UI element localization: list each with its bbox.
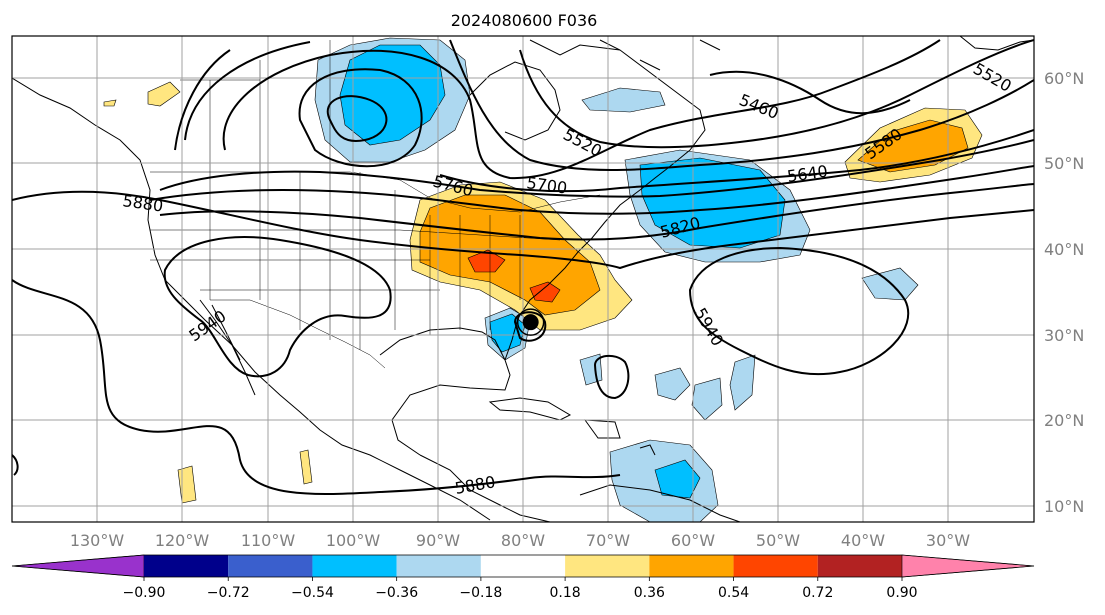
contour-line-5460-ring: [298, 68, 423, 168]
height-contours: [12, 39, 1034, 495]
gridlines: [12, 36, 1034, 522]
contour-line-5700: [159, 139, 1034, 198]
longitude-axis: 130°W 120°W 110°W 100°W 90°W 80°W 70°W 6…: [70, 531, 970, 550]
contour-line-edge-left: [12, 454, 19, 476]
colorbar-tick-label: −0.18: [459, 585, 502, 601]
lat-tick-label: 40°N: [1044, 240, 1084, 259]
contour-line-5820: [159, 183, 1034, 241]
lon-tick-label: 40°W: [841, 531, 885, 550]
colorbar-extend-low: [11, 554, 145, 578]
coastline-arctic-islands: [529, 39, 721, 71]
coastline-central-america: [419, 454, 551, 522]
storm-marker-dot: [522, 314, 539, 331]
colorbar: −0.90 −0.72 −0.54 −0.36 −0.18 0.18 0.36 0.54 0.7…: [11, 554, 1035, 601]
map-frame: [11, 35, 1035, 523]
coastline-canada-east: [599, 39, 706, 169]
colorbar-bin: [312, 555, 397, 577]
map-title: 2024080600 F036: [451, 11, 598, 30]
colorbar-tick-label: 0.90: [886, 585, 917, 601]
shaded-field: [103, 37, 983, 522]
contour-line-low-center: [326, 95, 388, 142]
yellow-patch-eastern-pacific: [177, 449, 313, 504]
contour-line-northern-1: [222, 39, 941, 180]
blue-region-caribbean: [654, 459, 701, 499]
colorbar-tick-label: −0.72: [207, 585, 250, 601]
colorbar-bin: [817, 555, 902, 577]
colorbar-bin: [144, 555, 229, 577]
coastline-hudson-bay: [469, 61, 561, 141]
red-patch-ohio-valley: [467, 249, 506, 273]
lon-tick-label: 60°W: [671, 531, 715, 550]
us-canada-border: [150, 171, 601, 213]
colorbar-tick-label: 0.18: [550, 585, 581, 601]
latitude-axis: 60°N 50°N 40°N 30°N 20°N 10°N: [1044, 69, 1084, 516]
colorbar-tick-label: −0.36: [375, 585, 418, 601]
contour-line-5880-south: [12, 279, 621, 495]
coastline-north-america-west: [12, 77, 491, 521]
contour-line-5580: [184, 39, 1034, 171]
map-panel: 5520 5460 5520 5580 5640 5700 5760 5820 …: [12, 36, 1034, 522]
colorbar-tick-label: 0.72: [802, 585, 833, 601]
colorbar-bin: [565, 555, 650, 577]
colorbar-tick-label: 0.36: [634, 585, 665, 601]
lon-tick-label: 90°W: [416, 531, 460, 550]
yellow-patch-alaska: [103, 99, 117, 107]
canada-province-lines: [180, 40, 331, 172]
colorbar-bin: [480, 555, 566, 577]
political-borders: [150, 40, 601, 369]
colorbar-bin: [396, 555, 481, 577]
contour-line-5520: [519, 39, 1034, 149]
lon-tick-label: 120°W: [155, 531, 210, 550]
lon-tick-label: 110°W: [241, 531, 296, 550]
us-mexico-border: [210, 299, 386, 369]
colorbar-extend-high: [901, 554, 1035, 578]
contour-line-5940-east: [688, 246, 910, 376]
light-blue-patch-central-atlantic: [861, 267, 919, 301]
contour-line-5460: [709, 70, 911, 115]
colorbar-bin: [733, 555, 818, 577]
coastline-cuba-caribbean: [488, 397, 656, 456]
lat-tick-label: 60°N: [1044, 69, 1084, 88]
lon-tick-label: 50°W: [756, 531, 800, 550]
lon-tick-label: 100°W: [326, 531, 381, 550]
lat-tick-label: 10°N: [1044, 497, 1084, 516]
lon-tick-label: 70°W: [586, 531, 630, 550]
colorbar-bin: [649, 555, 734, 577]
light-blue-patch-labrador: [581, 87, 666, 113]
contour-line-5640: [174, 49, 1034, 193]
lon-tick-label: 80°W: [501, 531, 545, 550]
colorbar-tick-label: 0.54: [718, 585, 749, 601]
light-blue-patch-subtropics: [579, 353, 756, 421]
coastline-south-america: [579, 484, 741, 522]
contour-line-5760: [149, 165, 1034, 215]
coastline-baja: [199, 299, 256, 396]
colorbar-tick-label: −0.90: [123, 585, 166, 601]
colorbar-tick-label: −0.54: [291, 585, 334, 601]
lon-tick-label: 130°W: [70, 531, 125, 550]
yellow-patch-pacific: [147, 81, 181, 107]
lat-tick-label: 30°N: [1044, 326, 1084, 345]
red-patch-carolinas: [529, 281, 561, 303]
coastline-gulf-of-mexico: [379, 327, 511, 456]
lon-tick-label: 30°W: [926, 531, 970, 550]
storm-marker-group: [516, 308, 545, 336]
contour-line-5940-west: [163, 236, 392, 378]
coastline-greenland: [959, 36, 1034, 51]
colorbar-bin: [228, 555, 313, 577]
contour-line-small-ring: [593, 354, 630, 400]
lat-tick-label: 50°N: [1044, 154, 1084, 173]
storm-marker-ring: [516, 308, 545, 336]
lat-tick-label: 20°N: [1044, 411, 1084, 430]
contour-line-5880-north: [12, 190, 1034, 270]
